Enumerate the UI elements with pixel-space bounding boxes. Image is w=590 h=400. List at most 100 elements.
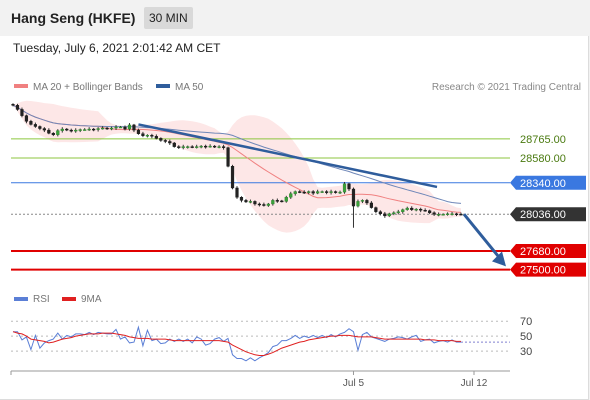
ma50-line	[12, 104, 462, 204]
ma50-legend-label: MA 50	[175, 82, 204, 93]
ma50-legend-swatch	[156, 84, 170, 88]
bollinger-bands	[13, 100, 461, 233]
candle-body	[311, 191, 315, 194]
candle-body	[333, 191, 338, 193]
rsi-legend-swatch	[14, 297, 28, 301]
candle-body	[289, 193, 293, 198]
candle-body	[266, 203, 270, 206]
candle-body	[271, 200, 275, 205]
candle-body	[47, 129, 51, 134]
candle-body	[235, 187, 239, 198]
candle-body	[51, 132, 55, 135]
level-tag-27500.00	[510, 262, 586, 277]
candle-body	[221, 146, 226, 148]
candle-body	[109, 127, 114, 130]
candle-body	[325, 191, 329, 193]
candle-body	[383, 213, 387, 217]
rsi-legend: RSI 9MA	[14, 294, 102, 305]
rsi-tick-label-30: 30	[520, 346, 532, 358]
candle-body	[401, 209, 405, 212]
candle-body	[320, 191, 324, 193]
candle-body	[396, 211, 400, 213]
level-label-28580.00: 28580.00	[520, 153, 566, 165]
header-bar: Hang Seng (HKFE) 30 MIN	[0, 0, 590, 36]
candle-body	[392, 212, 396, 214]
candle-body	[316, 191, 320, 194]
level-tag-28340.00	[510, 175, 586, 190]
candle-body	[387, 213, 391, 217]
level-label-28765.00: 28765.00	[520, 134, 566, 146]
candle-body	[405, 207, 409, 210]
candle-body	[360, 200, 365, 202]
level-label-28340.00: 28340.00	[520, 178, 566, 190]
candle-body	[208, 145, 212, 148]
candle-body	[123, 126, 127, 130]
candle-body	[441, 214, 445, 216]
candle-body	[118, 126, 123, 129]
bollinger-band-area	[13, 100, 461, 233]
moving-averages	[12, 104, 462, 213]
candle-body	[459, 213, 463, 216]
candle-body	[414, 208, 418, 211]
candle-body	[132, 124, 136, 131]
rsi-tick-label-50: 50	[520, 331, 532, 343]
candle-body	[15, 105, 20, 110]
price-legend: MA 20 + Bollinger Bands MA 50 Research ©…	[14, 82, 581, 93]
candle-body	[302, 191, 306, 194]
candle-body	[105, 127, 109, 130]
x-axis: Jul 5 Jul 12	[10, 370, 510, 389]
candle-body	[177, 146, 181, 148]
chart-datetime: Tuesday, July 6, 2021 2:01:42 AM CET	[13, 41, 221, 55]
candle-body	[230, 166, 235, 189]
candle-body	[83, 129, 87, 131]
candle-body	[96, 128, 100, 130]
candle-body	[445, 213, 450, 216]
candle-body	[365, 200, 369, 204]
candle-body	[275, 200, 279, 202]
forecast-arrow-head	[492, 251, 506, 267]
candle-body	[136, 129, 141, 134]
candle-body	[212, 145, 217, 148]
candle-body	[217, 146, 221, 148]
x-axis-tick-label-Jul 5: Jul 5	[343, 378, 365, 389]
candlesticks	[11, 103, 463, 228]
candle-body	[199, 145, 203, 148]
level-tag-28036.00	[510, 207, 586, 222]
candle-body	[347, 183, 351, 190]
candle-body	[20, 109, 24, 116]
candle-body	[410, 207, 414, 210]
candle-body	[454, 213, 459, 216]
candle-body	[307, 191, 311, 193]
rsi-ma-legend-label: 9MA	[81, 294, 102, 305]
candle-body	[141, 133, 145, 136]
candle-body	[24, 115, 29, 122]
candle-body	[284, 197, 288, 202]
candle-body	[38, 126, 42, 129]
candle-body	[369, 202, 373, 208]
candle-body	[351, 188, 356, 207]
copyright-text: Research © 2021 Trading Central	[432, 82, 581, 93]
trend-annotations	[138, 123, 506, 267]
candle-body	[190, 146, 194, 148]
candle-body	[356, 201, 360, 207]
timeframe-button[interactable]: 30 MIN	[144, 7, 193, 29]
candle-body	[100, 127, 105, 130]
rsi-ma-legend-swatch	[62, 297, 76, 301]
candle-body	[338, 191, 342, 194]
candle-body	[150, 135, 154, 137]
candle-body	[432, 212, 436, 215]
level-label-27680.00: 27680.00	[520, 246, 566, 258]
rsi-panel: 70 50 30	[11, 316, 532, 362]
candle-body	[450, 213, 454, 216]
candle-body	[159, 138, 163, 141]
candle-body	[244, 200, 248, 203]
candle-body	[56, 130, 60, 135]
candle-body	[65, 128, 69, 131]
rsi-series-9MA	[12, 331, 461, 356]
level-label-28036.00: 28036.00	[520, 209, 566, 221]
rsi-tick-label-70: 70	[520, 316, 532, 328]
candle-body	[114, 126, 118, 129]
candle-body	[378, 211, 382, 215]
candle-body	[419, 208, 423, 211]
